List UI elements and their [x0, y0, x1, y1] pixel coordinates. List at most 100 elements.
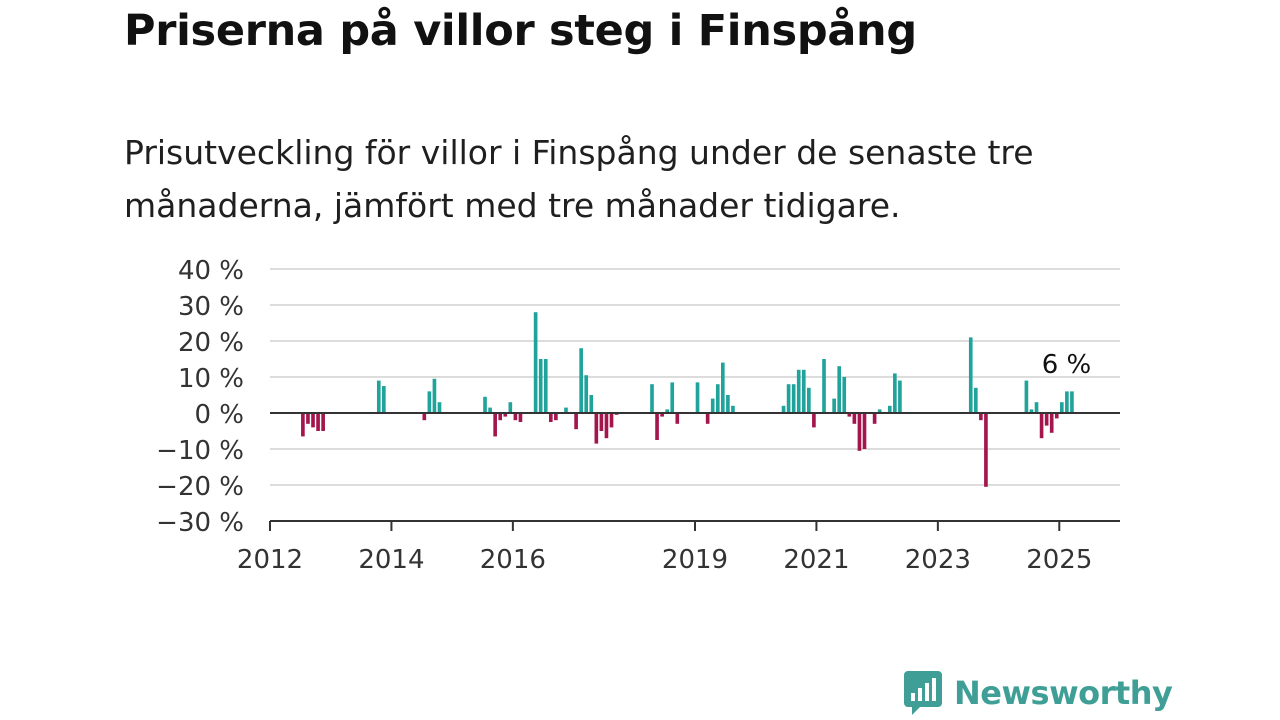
- bar: [503, 413, 508, 417]
- axes: [269, 412, 1120, 531]
- grid-lines: [270, 268, 1120, 486]
- x-tick-label: 2023: [905, 545, 971, 575]
- y-tick-label: 0 %: [194, 400, 244, 430]
- bar: [710, 398, 715, 413]
- y-tick-label: −10 %: [156, 436, 244, 466]
- bar: [1059, 402, 1064, 413]
- annotations: 6 %: [1042, 350, 1092, 380]
- bar: [538, 359, 543, 413]
- bar: [665, 409, 669, 413]
- bar: [604, 413, 609, 439]
- bar: [791, 384, 796, 413]
- bars: [301, 312, 1074, 487]
- bar: [1070, 391, 1074, 413]
- newsworthy-logo-icon: [904, 671, 942, 715]
- bar: [306, 413, 310, 424]
- bar: [968, 337, 973, 413]
- bar: [715, 384, 720, 413]
- bar: [599, 413, 604, 431]
- bar: [786, 384, 791, 413]
- bar: [376, 380, 381, 413]
- bar: [574, 413, 578, 430]
- bar: [670, 382, 675, 413]
- bar: [543, 359, 548, 413]
- y-axis-tick-labels: 40 % 30 % 20 % 10 % 0 % −10 % −20 % −30 %: [156, 256, 244, 538]
- bar: [422, 413, 427, 421]
- x-axis-tick-labels: 2012 2014 2016 2019 2021 2023 2025: [237, 545, 1092, 575]
- bar: [660, 413, 664, 417]
- bar: [483, 396, 487, 413]
- bar: [1049, 413, 1054, 433]
- bar: [427, 391, 432, 413]
- bar: [872, 413, 877, 424]
- bar: [832, 398, 836, 413]
- bar: [321, 413, 325, 431]
- bar: [862, 413, 867, 449]
- bar: [655, 413, 659, 440]
- bar: [437, 402, 442, 413]
- bar: [382, 386, 386, 413]
- bar: [695, 382, 700, 413]
- x-tick-label: 2025: [1026, 545, 1092, 575]
- bar: [705, 413, 710, 424]
- y-tick-label: 30 %: [178, 292, 244, 322]
- chart-title: Priserna på villor steg i Finspång: [124, 6, 917, 56]
- bar: [898, 380, 902, 413]
- bar: [973, 387, 978, 413]
- bar: [1065, 391, 1069, 413]
- bar: [984, 413, 988, 487]
- bar: [513, 413, 518, 421]
- bar: [518, 413, 523, 422]
- bar: [508, 402, 513, 413]
- y-tick-label: −30 %: [156, 508, 244, 538]
- bar: [822, 359, 826, 413]
- bar: [979, 413, 983, 421]
- bar: [1034, 402, 1039, 413]
- bar: [432, 378, 437, 413]
- bar: [893, 373, 897, 413]
- bar: [311, 413, 315, 428]
- bar: [796, 369, 801, 413]
- annotation-label: 6 %: [1042, 350, 1092, 380]
- chart-subtitle: Prisutveckling för villor i Finspång und…: [124, 133, 1034, 225]
- bar: [650, 384, 654, 413]
- x-tick-label: 2016: [480, 545, 546, 575]
- bar: [1024, 380, 1029, 413]
- bar: [1039, 413, 1044, 439]
- bar: [564, 407, 568, 413]
- bar-chart: 40 %30 %20 %10 %0 %−10 %−20 %−30 % 2012 2…: [156, 256, 1120, 575]
- bar: [498, 413, 503, 421]
- y-tick-label: −20 %: [156, 472, 244, 502]
- bar: [801, 369, 806, 413]
- bar: [675, 413, 680, 424]
- x-tick-label: 2014: [358, 545, 424, 575]
- x-tick-label: 2019: [662, 545, 728, 575]
- bar: [887, 405, 892, 413]
- newsworthy-brand: Newsworthy: [902, 668, 1173, 718]
- bar: [857, 413, 862, 451]
- bar: [589, 395, 594, 413]
- bar: [807, 387, 811, 413]
- bar: [301, 413, 305, 437]
- bar: [721, 362, 725, 413]
- bar: [726, 395, 730, 413]
- bar: [847, 413, 852, 417]
- bar: [1029, 409, 1034, 413]
- bar: [781, 405, 786, 413]
- x-tick-label: 2012: [237, 545, 303, 575]
- bar: [842, 377, 847, 413]
- bar: [1054, 413, 1059, 419]
- bar: [731, 405, 735, 413]
- bar: [609, 413, 614, 428]
- x-tick-label: 2021: [783, 545, 849, 575]
- y-tick-label: 40 %: [178, 256, 244, 286]
- bar: [493, 413, 497, 437]
- y-tick-label: 10 %: [178, 364, 244, 394]
- bar: [316, 413, 320, 431]
- bar: [1044, 413, 1049, 426]
- bar: [533, 312, 538, 413]
- bar: [548, 413, 553, 422]
- bar: [579, 348, 583, 413]
- bar: [812, 413, 816, 428]
- bar: [837, 366, 842, 413]
